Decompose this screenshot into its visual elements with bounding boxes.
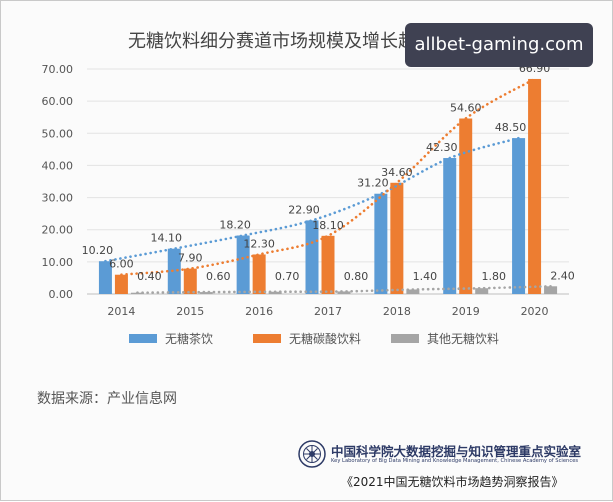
y-tick-label: 40.00 (42, 159, 74, 172)
y-tick-label: 50.00 (42, 127, 74, 140)
trend-line (120, 77, 536, 277)
data-label: 0.40 (137, 270, 162, 283)
legend-swatch (391, 334, 419, 343)
data-label: 14.10 (151, 232, 183, 245)
data-label: 18.20 (219, 219, 251, 232)
bar (199, 292, 213, 294)
bar (475, 288, 489, 294)
data-label: 22.90 (288, 203, 320, 216)
y-tick-label: 60.00 (42, 95, 74, 108)
institution-name: 中国科学院大数据挖掘与知识管理重点实验室 (331, 444, 582, 459)
report-title: 《2021中国无糖饮料市场趋势洞察报告》 (341, 475, 564, 489)
data-label: 42.30 (426, 141, 458, 154)
bar (114, 274, 128, 294)
data-label: 1.80 (481, 270, 506, 283)
data-label: 0.70 (275, 270, 300, 283)
data-label: 0.60 (206, 270, 231, 283)
data-label: 0.80 (344, 270, 369, 283)
data-label: 34.60 (381, 166, 413, 179)
data-label: 7.90 (178, 252, 203, 265)
bar (459, 118, 473, 294)
data-label: 18.10 (312, 219, 344, 232)
bar (406, 289, 420, 294)
bar (512, 138, 526, 294)
y-tick-label: 30.00 (42, 192, 74, 205)
legend-label: 其他无糖饮料 (427, 331, 499, 346)
data-label: 54.60 (450, 102, 482, 115)
y-tick-label: 20.00 (42, 224, 74, 237)
data-label: 10.20 (82, 244, 114, 257)
watermark-badge: allbet-gaming.com (405, 23, 593, 67)
x-tick-label: 2017 (314, 305, 342, 318)
bar (252, 254, 266, 294)
bar (528, 78, 542, 294)
x-tick-label: 2016 (245, 305, 273, 318)
legend-label: 无糖碳酸饮料 (289, 331, 361, 346)
legend-swatch (253, 334, 281, 343)
bar (305, 220, 319, 294)
cas-logo-icon (297, 439, 327, 469)
x-tick-label: 2020 (521, 305, 549, 318)
bar (374, 193, 388, 294)
y-tick-label: 10.00 (42, 256, 74, 269)
chart-title: 无糖饮料细分赛道市场规模及增长趋势 (128, 31, 434, 52)
data-label: 1.40 (413, 270, 438, 283)
bar (98, 261, 112, 294)
bar (236, 235, 250, 294)
x-tick-label: 2019 (452, 305, 480, 318)
x-tick-label: 2018 (383, 305, 411, 318)
x-tick-label: 2014 (107, 305, 135, 318)
data-label: 31.20 (357, 177, 389, 190)
bar (390, 182, 404, 294)
trend-line (104, 136, 520, 263)
data-label: 48.50 (495, 121, 527, 134)
x-tick-label: 2015 (176, 305, 204, 318)
bar (167, 248, 181, 294)
legend-swatch (129, 334, 157, 343)
data-label: 6.00 (109, 258, 134, 271)
data-label: 12.30 (243, 237, 275, 250)
bar (544, 286, 558, 294)
bar (443, 158, 457, 294)
y-tick-label: 0.00 (49, 288, 74, 301)
legend-label: 无糖茶饮 (165, 331, 213, 346)
bar (183, 268, 197, 294)
y-tick-label: 70.00 (42, 63, 74, 76)
bar (321, 235, 335, 294)
data-label: 2.40 (550, 269, 575, 282)
institution-english: Key Laboratory of Big Data Mining and Kn… (331, 458, 579, 464)
bar (337, 291, 351, 294)
data-source: 数据来源：产业信息网 (37, 391, 177, 407)
